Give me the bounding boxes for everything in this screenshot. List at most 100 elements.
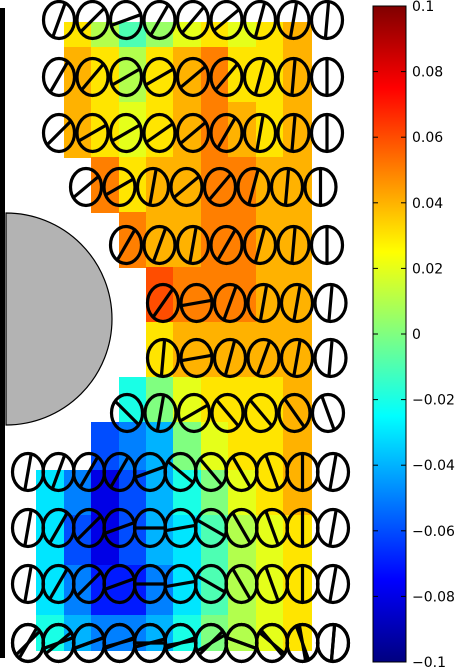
- stress-glyph: [315, 563, 351, 605]
- glyph-orientation-line: [178, 403, 210, 423]
- glyph-orientation-line: [327, 285, 334, 321]
- glyph-orientation-line: [72, 635, 106, 651]
- glyph-orientation-line: [258, 285, 269, 321]
- glyph-orientation-line: [290, 59, 297, 95]
- glyph-ellipse: [175, 0, 211, 41]
- colorbar-tick-label: 0.06: [412, 130, 443, 146]
- glyph-ellipse: [246, 337, 281, 379]
- glyph-orientation-line: [179, 353, 214, 363]
- glyph-ellipse: [75, 0, 110, 41]
- glyph-ellipse: [242, 56, 278, 98]
- glyph-orientation-line: [48, 512, 69, 544]
- stress-glyph: [276, 224, 311, 266]
- glyph-ellipse: [108, 224, 144, 266]
- stress-glyph: [242, 224, 278, 266]
- glyph-ellipse: [41, 112, 77, 154]
- stress-glyph: [209, 0, 244, 41]
- glyph-orientation-line: [264, 455, 280, 489]
- glyph-orientation-line: [23, 454, 33, 490]
- colorbar-tick-label: −0.04: [412, 458, 455, 474]
- stress-glyph: [212, 282, 248, 324]
- glyph-orientation-line: [163, 635, 198, 651]
- glyph-orientation-line: [159, 340, 167, 376]
- stress-glyph: [210, 392, 245, 434]
- glyph-orientation-line: [116, 229, 136, 261]
- stress-glyph: [135, 166, 171, 208]
- stress-glyph: [209, 224, 244, 266]
- stress-glyph: [102, 166, 137, 208]
- colorbar-tick-label: 0.02: [412, 261, 443, 277]
- stress-glyph: [142, 0, 177, 41]
- stress-glyph: [41, 0, 77, 41]
- stress-glyph: [75, 56, 110, 98]
- cylinder-base-line: [0, 8, 5, 658]
- glyph-orientation-line: [327, 340, 334, 376]
- glyph-ellipse: [276, 112, 311, 154]
- glyph-orientation-line: [179, 298, 214, 308]
- glyph-orientation-line: [133, 464, 167, 480]
- glyph-orientation-line: [110, 123, 142, 143]
- glyph-orientation-line: [23, 566, 33, 602]
- glyph-ellipse: [142, 0, 177, 41]
- glyph-orientation-line: [257, 630, 287, 656]
- glyph-ellipse: [143, 392, 178, 434]
- stress-glyph: [142, 112, 177, 154]
- stress-glyph: [269, 166, 305, 208]
- glyph-orientation-line: [144, 121, 175, 145]
- glyph-orientation-line: [45, 119, 73, 147]
- colorbar-tick-label: 0.04: [412, 196, 443, 212]
- glyph-orientation-line: [264, 511, 280, 545]
- glyph-orientation-line: [166, 459, 195, 485]
- glyph-orientation-line: [102, 637, 137, 649]
- glyph-ellipse: [179, 337, 214, 379]
- glyph-orientation-line: [71, 174, 101, 200]
- glyph-ellipse: [209, 224, 244, 266]
- glyph-orientation-line: [328, 454, 338, 490]
- glyph-orientation-line: [290, 115, 297, 151]
- field-cell: [201, 102, 230, 158]
- glyph-orientation-line: [283, 398, 306, 428]
- glyph-orientation-line: [207, 172, 233, 202]
- glyph-orientation-line: [292, 340, 302, 376]
- stress-glyph: [175, 224, 211, 266]
- glyph-orientation-line: [248, 398, 274, 428]
- field-cell: [64, 565, 93, 616]
- glyph-orientation-line: [231, 512, 252, 544]
- stress-glyph: [41, 112, 77, 154]
- glyph-orientation-line: [328, 566, 338, 602]
- stress-glyph: [236, 166, 271, 208]
- field-cell: [201, 47, 230, 103]
- glyph-ellipse: [309, 112, 345, 154]
- glyph-ellipse: [175, 224, 211, 266]
- glyph-orientation-line: [41, 635, 76, 651]
- stress-glyph: [276, 112, 311, 154]
- glyph-orientation-line: [264, 567, 280, 601]
- glyph-ellipse: [175, 112, 211, 154]
- glyph-ellipse: [41, 56, 77, 98]
- stress-glyph: [242, 112, 278, 154]
- colorbar-tick-label: −0.02: [412, 393, 455, 409]
- glyph-ellipse: [242, 224, 278, 266]
- glyph-orientation-line: [214, 62, 239, 92]
- stress-glyph: [179, 337, 214, 379]
- glyph-ellipse: [68, 166, 104, 208]
- glyph-orientation-line: [48, 568, 69, 600]
- stress-glyph: [75, 112, 110, 154]
- stress-glyph: [145, 337, 181, 379]
- glyph-orientation-line: [148, 169, 158, 205]
- stress-glyph: [277, 392, 312, 434]
- stress-glyph: [279, 337, 315, 379]
- stress-glyph: [175, 0, 211, 41]
- stress-glyph: [276, 0, 311, 41]
- glyph-orientation-line: [23, 510, 33, 546]
- stress-glyph: [108, 0, 144, 41]
- stress-glyph: [108, 224, 144, 266]
- field-cell: [146, 565, 175, 616]
- stress-glyph: [68, 166, 104, 208]
- stress-glyph: [143, 392, 178, 434]
- stress-glyph: [41, 56, 77, 98]
- stress-glyph: [310, 392, 346, 434]
- colorbar-tick-label: −0.08: [412, 589, 455, 605]
- glyph-orientation-line: [178, 64, 208, 90]
- glyph-ellipse: [309, 56, 345, 98]
